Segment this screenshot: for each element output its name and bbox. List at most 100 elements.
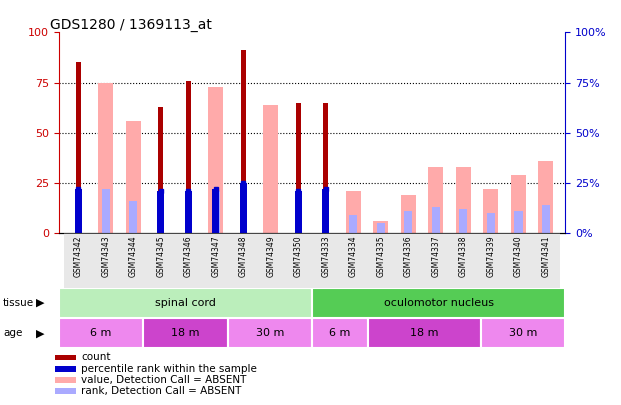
Bar (368, 318, 481, 348)
Text: GSM74348: GSM74348 (239, 236, 248, 277)
Bar (483, 189, 499, 233)
Text: 30 m: 30 m (509, 328, 537, 338)
Bar (428, 167, 443, 233)
Bar (92, 233, 119, 288)
Text: GSM74341: GSM74341 (542, 236, 550, 277)
Text: oculomotor nucleus: oculomotor nucleus (384, 298, 494, 308)
Text: 18 m: 18 m (171, 328, 200, 338)
Bar (228, 318, 312, 348)
Bar (65, 233, 92, 288)
Bar (98, 83, 113, 233)
Text: GSM74342: GSM74342 (74, 236, 83, 277)
Bar (147, 233, 175, 288)
Bar (125, 121, 141, 233)
Text: GSM74349: GSM74349 (266, 236, 275, 277)
Text: GSM74343: GSM74343 (101, 236, 111, 277)
Text: GSM74334: GSM74334 (349, 236, 358, 277)
Text: 6 m: 6 m (330, 328, 351, 338)
Bar (542, 205, 550, 233)
Bar (186, 81, 191, 233)
Bar (432, 207, 440, 233)
Text: 30 m: 30 m (256, 328, 284, 338)
Text: GSM74339: GSM74339 (486, 236, 496, 277)
Text: GSM74347: GSM74347 (211, 236, 220, 277)
Text: GSM74340: GSM74340 (514, 236, 523, 277)
Bar (477, 233, 505, 288)
Text: age: age (3, 328, 22, 338)
Bar (296, 102, 301, 233)
Bar (157, 191, 164, 233)
Text: GDS1280 / 1369113_at: GDS1280 / 1369113_at (50, 18, 212, 32)
Bar (59, 318, 143, 348)
Text: GSM74335: GSM74335 (376, 236, 385, 277)
Bar (212, 191, 220, 233)
Bar (481, 318, 565, 348)
Bar (263, 104, 278, 233)
Bar (143, 318, 228, 348)
Bar (312, 233, 340, 288)
Bar (373, 221, 388, 233)
Text: GSM74346: GSM74346 (184, 236, 193, 277)
Bar (185, 191, 192, 233)
Bar (367, 233, 394, 288)
Bar (532, 233, 560, 288)
Bar (538, 161, 553, 233)
Bar (511, 175, 526, 233)
Text: GSM74338: GSM74338 (459, 236, 468, 277)
Text: GSM74345: GSM74345 (156, 236, 165, 277)
Bar (456, 167, 471, 233)
Bar (212, 189, 219, 233)
Bar (394, 233, 422, 288)
Bar (422, 233, 450, 288)
Text: GSM74333: GSM74333 (321, 236, 330, 277)
Bar (257, 233, 284, 288)
Bar (208, 87, 224, 233)
Bar (240, 183, 247, 233)
Text: value, Detection Call = ABSENT: value, Detection Call = ABSENT (81, 375, 247, 385)
Bar (102, 189, 110, 233)
Bar (55, 388, 76, 394)
Bar (312, 318, 368, 348)
Text: GSM74344: GSM74344 (129, 236, 138, 277)
Bar (346, 191, 361, 233)
Bar (459, 209, 468, 233)
Text: percentile rank within the sample: percentile rank within the sample (81, 364, 257, 374)
Bar (55, 366, 76, 372)
Bar (59, 288, 312, 318)
Bar (505, 233, 532, 288)
Bar (55, 354, 76, 360)
Bar (404, 211, 412, 233)
Bar (202, 233, 230, 288)
Bar (514, 211, 522, 233)
Bar (377, 223, 385, 233)
Bar (450, 233, 477, 288)
Text: spinal cord: spinal cord (155, 298, 216, 308)
Bar (175, 233, 202, 288)
Bar (119, 233, 147, 288)
Bar (340, 233, 367, 288)
Bar (401, 195, 416, 233)
Bar (241, 51, 246, 233)
Text: 6 m: 6 m (91, 328, 112, 338)
Text: tissue: tissue (3, 298, 34, 308)
Bar (76, 62, 81, 233)
Text: ▶: ▶ (36, 298, 45, 308)
Text: ▶: ▶ (36, 328, 45, 338)
Bar (487, 213, 495, 233)
Bar (349, 215, 358, 233)
Bar (129, 201, 137, 233)
Bar (284, 233, 312, 288)
Bar (322, 189, 329, 233)
Bar (158, 107, 163, 233)
Bar (230, 233, 257, 288)
Bar (324, 102, 329, 233)
Text: count: count (81, 352, 111, 362)
Bar (312, 288, 565, 318)
Text: rank, Detection Call = ABSENT: rank, Detection Call = ABSENT (81, 386, 242, 396)
Bar (75, 189, 82, 233)
Bar (55, 377, 76, 383)
Text: GSM74336: GSM74336 (404, 236, 413, 277)
Text: GSM74350: GSM74350 (294, 236, 303, 277)
Text: 18 m: 18 m (410, 328, 439, 338)
Text: GSM74337: GSM74337 (432, 236, 440, 277)
